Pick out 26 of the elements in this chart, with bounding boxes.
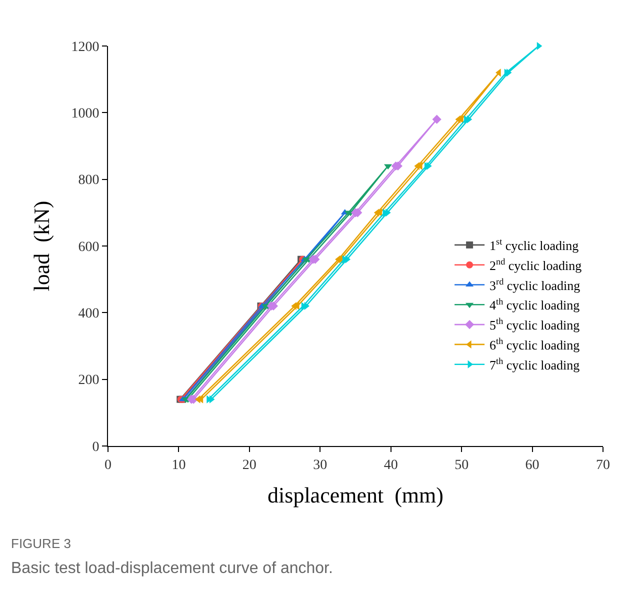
text: Basic test load-displacement curve of anchor. — [11, 560, 333, 577]
x-tick-label: 70 — [596, 458, 610, 473]
y-tick-label: 1000 — [71, 106, 100, 122]
legend-label: 4$^{th}$ cyclic loading — [490, 296, 580, 313]
x-tick-label: 50 — [454, 458, 469, 473]
y-tick-label: 200 — [78, 373, 100, 388]
legend-label: 6$^{th}$ cyclic loading — [490, 336, 580, 353]
y-tick-label: 1200 — [71, 40, 100, 55]
y-tick-label: 0 — [92, 440, 100, 455]
y-tick-label: 600 — [78, 240, 100, 255]
y-tick-label: 400 — [78, 306, 100, 322]
y-axis-title: load (kN) — [29, 200, 54, 292]
caption: FIGURE 3 — [11, 536, 71, 551]
legend-label: 3$^{rd}$ cyclic loading — [490, 276, 581, 293]
legend-label: 5$^{th}$ cyclic loading — [490, 316, 580, 333]
x-tick-label: 30 — [313, 458, 328, 473]
legend-label: 7$^{th}$ cyclic loading — [490, 356, 580, 372]
x-tick-label: 40 — [384, 458, 398, 473]
x-tick-label: 60 — [525, 458, 540, 473]
legend-label: 2$^{nd}$ cyclic loading — [490, 256, 582, 273]
x-axis-title: displacement (mm) — [268, 482, 444, 508]
x-tick-label: 20 — [242, 458, 256, 473]
x-tick-label: 0 — [104, 458, 112, 473]
x-tick-label: 10 — [172, 458, 186, 473]
y-tick-label: 800 — [78, 173, 100, 188]
legend-label: 1$^{st}$ cyclic loading — [490, 236, 580, 254]
